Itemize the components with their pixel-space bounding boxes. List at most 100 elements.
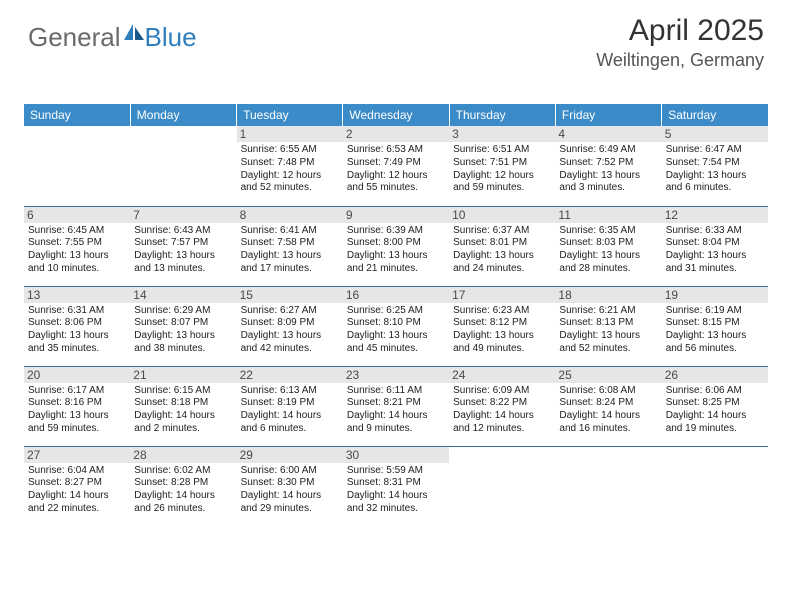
header: General Blue April 2025 Weiltingen, Germ… <box>0 0 792 90</box>
calendar-cell: 1Sunrise: 6:55 AMSunset: 7:48 PMDaylight… <box>237 126 343 206</box>
calendar-cell: 23Sunrise: 6:11 AMSunset: 8:21 PMDayligh… <box>343 366 449 446</box>
day-number: 27 <box>24 447 130 463</box>
day-header: Sunday <box>24 104 130 126</box>
calendar-cell: . <box>24 126 130 206</box>
calendar-cell: 8Sunrise: 6:41 AMSunset: 7:58 PMDaylight… <box>237 206 343 286</box>
day-info: Sunrise: 6:37 AMSunset: 8:01 PMDaylight:… <box>453 225 551 276</box>
calendar-body: ..1Sunrise: 6:55 AMSunset: 7:48 PMDaylig… <box>24 126 768 526</box>
calendar-cell: . <box>662 446 768 526</box>
calendar-table: SundayMondayTuesdayWednesdayThursdayFrid… <box>24 104 768 526</box>
day-number: 10 <box>449 207 555 223</box>
calendar-cell: . <box>130 126 236 206</box>
day-header: Friday <box>555 104 661 126</box>
logo-text-general: General <box>28 22 121 53</box>
calendar-cell: 9Sunrise: 6:39 AMSunset: 8:00 PMDaylight… <box>343 206 449 286</box>
day-info: Sunrise: 6:15 AMSunset: 8:18 PMDaylight:… <box>134 385 232 436</box>
day-number: 20 <box>24 367 130 383</box>
calendar-header-row: SundayMondayTuesdayWednesdayThursdayFrid… <box>24 104 768 126</box>
calendar-cell: 2 Sunrise: 6:53 AMSunset: 7:49 PMDaylight… <box>343 126 449 206</box>
calendar-cell: 6Sunrise: 6:45 AMSunset: 7:55 PMDaylight… <box>24 206 130 286</box>
day-number: 25 <box>555 367 661 383</box>
calendar-cell: 11Sunrise: 6:35 AMSunset: 8:03 PMDayligh… <box>555 206 661 286</box>
day-number: 5 <box>662 126 768 142</box>
day-number: 22 <box>237 367 343 383</box>
calendar-cell: 10 Sunrise: 6:37 AMSunset: 8:01 PMDayligh… <box>449 206 555 286</box>
day-info: Sunrise: 6:02 AMSunset: 8:28 PMDaylight:… <box>134 465 232 516</box>
day-number: 4 <box>555 126 661 142</box>
day-number: 24 <box>449 367 555 383</box>
day-info: Sunrise: 6:41 AMSunset: 7:58 PMDaylight:… <box>241 225 339 276</box>
day-info: Sunrise: 6:53 AMSunset: 7:49 PMDaylight:… <box>347 144 445 195</box>
day-info: Sunrise: 6:25 AMSunset: 8:10 PMDaylight:… <box>347 305 445 356</box>
day-info: Sunrise: 6:39 AMSunset: 8:00 PMDaylight:… <box>347 225 445 276</box>
calendar-row: ..1Sunrise: 6:55 AMSunset: 7:48 PMDaylig… <box>24 126 768 206</box>
day-info: Sunrise: 6:47 AMSunset: 7:54 PMDaylight:… <box>666 144 764 195</box>
day-info: Sunrise: 6:17 AMSunset: 8:16 PMDaylight:… <box>28 385 126 436</box>
day-info: Sunrise: 6:21 AMSunset: 8:13 PMDaylight:… <box>559 305 657 356</box>
calendar-cell: 5 Sunrise: 6:47 AMSunset: 7:54 PMDaylight… <box>662 126 768 206</box>
calendar-row: 13Sunrise: 6:31 AMSunset: 8:06 PMDayligh… <box>24 286 768 366</box>
calendar-cell: 20 Sunrise: 6:17 AMSunset: 8:16 PMDayligh… <box>24 366 130 446</box>
day-info: Sunrise: 6:51 AMSunset: 7:51 PMDaylight:… <box>453 144 551 195</box>
day-info: Sunrise: 6:13 AMSunset: 8:19 PMDaylight:… <box>241 385 339 436</box>
day-number: 13 <box>24 287 130 303</box>
title-block: April 2025 Weiltingen, Germany <box>596 14 764 71</box>
day-number: 16 <box>343 287 449 303</box>
day-number: 6 <box>24 207 130 223</box>
calendar-cell: 14Sunrise: 6:29 AMSunset: 8:07 PMDayligh… <box>130 286 236 366</box>
day-info: Sunrise: 6:00 AMSunset: 8:30 PMDaylight:… <box>241 465 339 516</box>
calendar-cell: 21 Sunrise: 6:15 AMSunset: 8:18 PMDayligh… <box>130 366 236 446</box>
calendar-cell: 30 Sunrise: 5:59 AMSunset: 8:31 PMDayligh… <box>343 446 449 526</box>
calendar-cell: 27 Sunrise: 6:04 AMSunset: 8:27 PMDayligh… <box>24 446 130 526</box>
day-header: Saturday <box>662 104 768 126</box>
day-info: Sunrise: 6:27 AMSunset: 8:09 PMDaylight:… <box>241 305 339 356</box>
day-number: 2 <box>343 126 449 142</box>
logo-text-blue: Blue <box>145 22 197 53</box>
day-header: Tuesday <box>237 104 343 126</box>
calendar-cell: 26 Sunrise: 6:06 AMSunset: 8:25 PMDayligh… <box>662 366 768 446</box>
day-number: 12 <box>662 207 768 223</box>
day-number: 7 <box>130 207 236 223</box>
day-info: Sunrise: 6:49 AMSunset: 7:52 PMDaylight:… <box>559 144 657 195</box>
calendar-cell: 12 Sunrise: 6:33 AMSunset: 8:04 PMDayligh… <box>662 206 768 286</box>
logo: General Blue <box>28 22 197 53</box>
day-number: 30 <box>343 447 449 463</box>
sail-icon <box>124 24 144 40</box>
calendar-row: 27 Sunrise: 6:04 AMSunset: 8:27 PMDayligh… <box>24 446 768 526</box>
day-number: 29 <box>237 447 343 463</box>
day-number: 19 <box>662 287 768 303</box>
location-label: Weiltingen, Germany <box>596 50 764 71</box>
day-info: Sunrise: 6:29 AMSunset: 8:07 PMDaylight:… <box>134 305 232 356</box>
day-info: Sunrise: 6:33 AMSunset: 8:04 PMDaylight:… <box>666 225 764 276</box>
page-title: April 2025 <box>596 14 764 48</box>
day-info: Sunrise: 6:55 AMSunset: 7:48 PMDaylight:… <box>241 144 339 195</box>
day-info: Sunrise: 6:11 AMSunset: 8:21 PMDaylight:… <box>347 385 445 436</box>
day-number: 28 <box>130 447 236 463</box>
calendar-cell: 17 Sunrise: 6:23 AMSunset: 8:12 PMDayligh… <box>449 286 555 366</box>
day-info: Sunrise: 6:06 AMSunset: 8:25 PMDaylight:… <box>666 385 764 436</box>
day-number: 15 <box>237 287 343 303</box>
calendar-cell: 16 Sunrise: 6:25 AMSunset: 8:10 PMDayligh… <box>343 286 449 366</box>
calendar-cell: 7Sunrise: 6:43 AMSunset: 7:57 PMDaylight… <box>130 206 236 286</box>
calendar-cell: 25 Sunrise: 6:08 AMSunset: 8:24 PMDayligh… <box>555 366 661 446</box>
day-number: 3 <box>449 126 555 142</box>
day-header: Monday <box>130 104 236 126</box>
day-info: Sunrise: 6:09 AMSunset: 8:22 PMDaylight:… <box>453 385 551 436</box>
day-number: 26 <box>662 367 768 383</box>
day-number: 21 <box>130 367 236 383</box>
calendar-cell: 24 Sunrise: 6:09 AMSunset: 8:22 PMDayligh… <box>449 366 555 446</box>
day-info: Sunrise: 6:23 AMSunset: 8:12 PMDaylight:… <box>453 305 551 356</box>
calendar-cell: 15 Sunrise: 6:27 AMSunset: 8:09 PMDayligh… <box>237 286 343 366</box>
calendar-cell: 28 Sunrise: 6:02 AMSunset: 8:28 PMDayligh… <box>130 446 236 526</box>
day-info: Sunrise: 6:35 AMSunset: 8:03 PMDaylight:… <box>559 225 657 276</box>
day-header: Thursday <box>449 104 555 126</box>
day-header: Wednesday <box>343 104 449 126</box>
day-number: 17 <box>449 287 555 303</box>
calendar-row: 6Sunrise: 6:45 AMSunset: 7:55 PMDaylight… <box>24 206 768 286</box>
day-info: Sunrise: 6:04 AMSunset: 8:27 PMDaylight:… <box>28 465 126 516</box>
calendar-cell: 18 Sunrise: 6:21 AMSunset: 8:13 PMDayligh… <box>555 286 661 366</box>
day-info: Sunrise: 6:08 AMSunset: 8:24 PMDaylight:… <box>559 385 657 436</box>
calendar-cell: 19Sunrise: 6:19 AMSunset: 8:15 PMDayligh… <box>662 286 768 366</box>
day-number: 18 <box>555 287 661 303</box>
day-info: Sunrise: 5:59 AMSunset: 8:31 PMDaylight:… <box>347 465 445 516</box>
